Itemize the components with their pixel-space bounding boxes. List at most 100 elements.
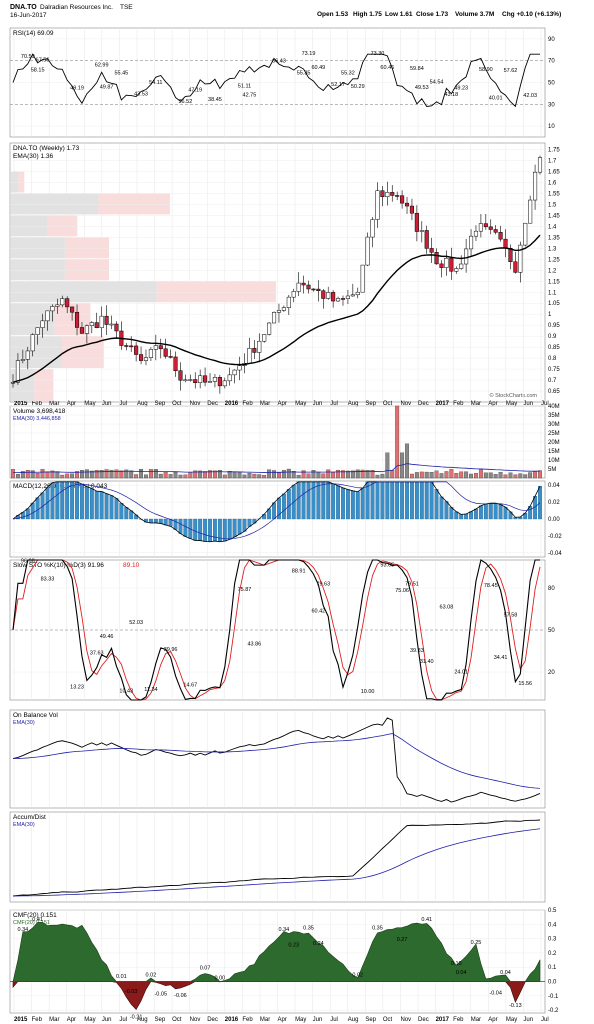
macd-hist-bar — [198, 518, 203, 541]
x-tick-label: Jul — [330, 401, 338, 407]
price-ema-line — [12, 234, 541, 383]
rsi-line — [12, 53, 540, 108]
x-tick-label: Nov — [190, 1017, 201, 1023]
x-tick-label: Mar — [471, 401, 481, 407]
macd-hist-bar — [493, 502, 498, 520]
volume-bar — [208, 470, 212, 479]
candle-body — [94, 322, 99, 329]
volume-text: Volume 3.7M — [455, 11, 494, 18]
macd-hist-bar — [350, 490, 355, 520]
candle-body — [493, 229, 498, 233]
rsi-value-label: 38.45 — [208, 97, 222, 103]
x-tick-label: Jul — [119, 1017, 127, 1023]
x-tick-label: Feb — [242, 1017, 253, 1023]
sto-k-line — [12, 559, 540, 701]
volume-bar — [474, 473, 478, 479]
volume-bar — [296, 474, 301, 479]
volume-bar — [168, 474, 173, 479]
candle-body — [385, 192, 390, 198]
candle-body — [281, 307, 286, 311]
volume-bar — [469, 473, 473, 479]
candle-body — [30, 334, 35, 352]
macd-hist-bar — [498, 504, 503, 520]
volume-y-tick-label: 10M — [548, 458, 560, 464]
volume-bar — [114, 469, 119, 479]
cmf-value-label: -0.21 — [130, 1015, 143, 1021]
sto-value-label: 79.51 — [405, 582, 419, 588]
vbp-bar-up — [11, 215, 48, 237]
volume-ema-label: EMA(30) 3,446,858 — [13, 416, 61, 422]
candle-body — [409, 205, 414, 214]
sto-value-label: 37.63 — [90, 650, 104, 656]
vbp-bar-down — [98, 193, 170, 215]
sto-d-label: 89.10 — [123, 562, 140, 569]
candle-body — [257, 340, 262, 353]
x-tick-label: Nov — [400, 401, 411, 407]
sto-value-label: 39.96 — [164, 647, 178, 653]
x-tick-label: Aug — [137, 1017, 148, 1023]
rsi-y-tick-label: 10 — [548, 124, 555, 130]
x-tick-label: Mar — [260, 1017, 270, 1023]
cmf-y-tick-label: 0.5 — [548, 908, 557, 914]
rsi-value-label: 57.62 — [504, 68, 518, 74]
price-y-tick-label: 1.55 — [548, 191, 560, 197]
cmf-value-label: 0.27 — [397, 937, 408, 943]
sto-value-label: 43.86 — [247, 642, 261, 648]
volume-y-tick-label: 40M — [548, 404, 560, 410]
candle-body — [444, 258, 449, 268]
macd-hist-bar — [281, 493, 286, 520]
volume-bar — [370, 470, 375, 479]
volume-bar — [183, 474, 188, 479]
volume-bar — [99, 470, 104, 479]
candle-body — [134, 345, 139, 355]
sto-value-label: 34.41 — [494, 655, 508, 661]
volume-bar — [173, 472, 178, 479]
candle-body — [316, 288, 321, 292]
cmf-value-label: -0.04 — [489, 990, 502, 996]
vbp-bar-up — [11, 171, 19, 193]
price-y-tick-label: 1.2 — [548, 268, 557, 274]
volume-bar — [345, 470, 350, 479]
rsi-value-label: 43.18 — [444, 92, 458, 98]
volume-bar — [134, 474, 139, 479]
candle-body — [370, 219, 375, 238]
rsi-value-label: 55.45 — [114, 71, 128, 77]
volume-bar — [439, 473, 444, 479]
cmf-value-label: 0.35 — [303, 925, 314, 931]
volume-bar — [385, 452, 390, 479]
macd-y-tick-label: -0.02 — [548, 534, 562, 540]
x-tick-label: Sep — [365, 401, 376, 407]
rsi-value-label: 59.84 — [410, 66, 424, 72]
candle-body — [468, 235, 474, 250]
volume-bar — [311, 470, 316, 479]
price-y-tick-label: 1 — [548, 312, 552, 318]
cmf-value-label: 0.24 — [313, 941, 324, 947]
volume-bar — [301, 470, 306, 479]
macd-hist-bar — [237, 518, 242, 535]
x-tick-label: 2017 — [436, 1017, 450, 1023]
volume-bar — [222, 474, 227, 479]
candle-body — [109, 323, 114, 326]
rsi-value-label: 47.19 — [188, 88, 202, 94]
macd-hist-bar — [208, 518, 212, 542]
macd-hist-bar — [459, 514, 464, 520]
price-ema-label: EMA(30) 1.36 — [13, 153, 53, 160]
ad-line — [12, 819, 541, 897]
sto-value-label: 52.03 — [129, 620, 143, 626]
volume-bar — [277, 472, 281, 479]
candle-body — [395, 195, 400, 197]
volume-bar — [365, 470, 370, 479]
candle-body — [212, 377, 217, 382]
sto-value-label: 78.45 — [484, 583, 498, 589]
cmf-value-label: 0.25 — [471, 940, 482, 946]
x-tick-label: Jul — [541, 1017, 549, 1023]
candle-body — [188, 379, 193, 381]
x-tick-label: Aug — [348, 1017, 359, 1023]
rsi-value-label: 54.11 — [149, 80, 162, 86]
macd-hist-bar — [483, 503, 488, 520]
macd-hist-bar — [316, 481, 321, 520]
candle-body — [464, 248, 469, 265]
volume-bar — [15, 474, 20, 479]
cmf-panel-title: CMF(20) 0.151 — [13, 912, 57, 919]
sto-value-label: 88.91 — [292, 569, 306, 575]
